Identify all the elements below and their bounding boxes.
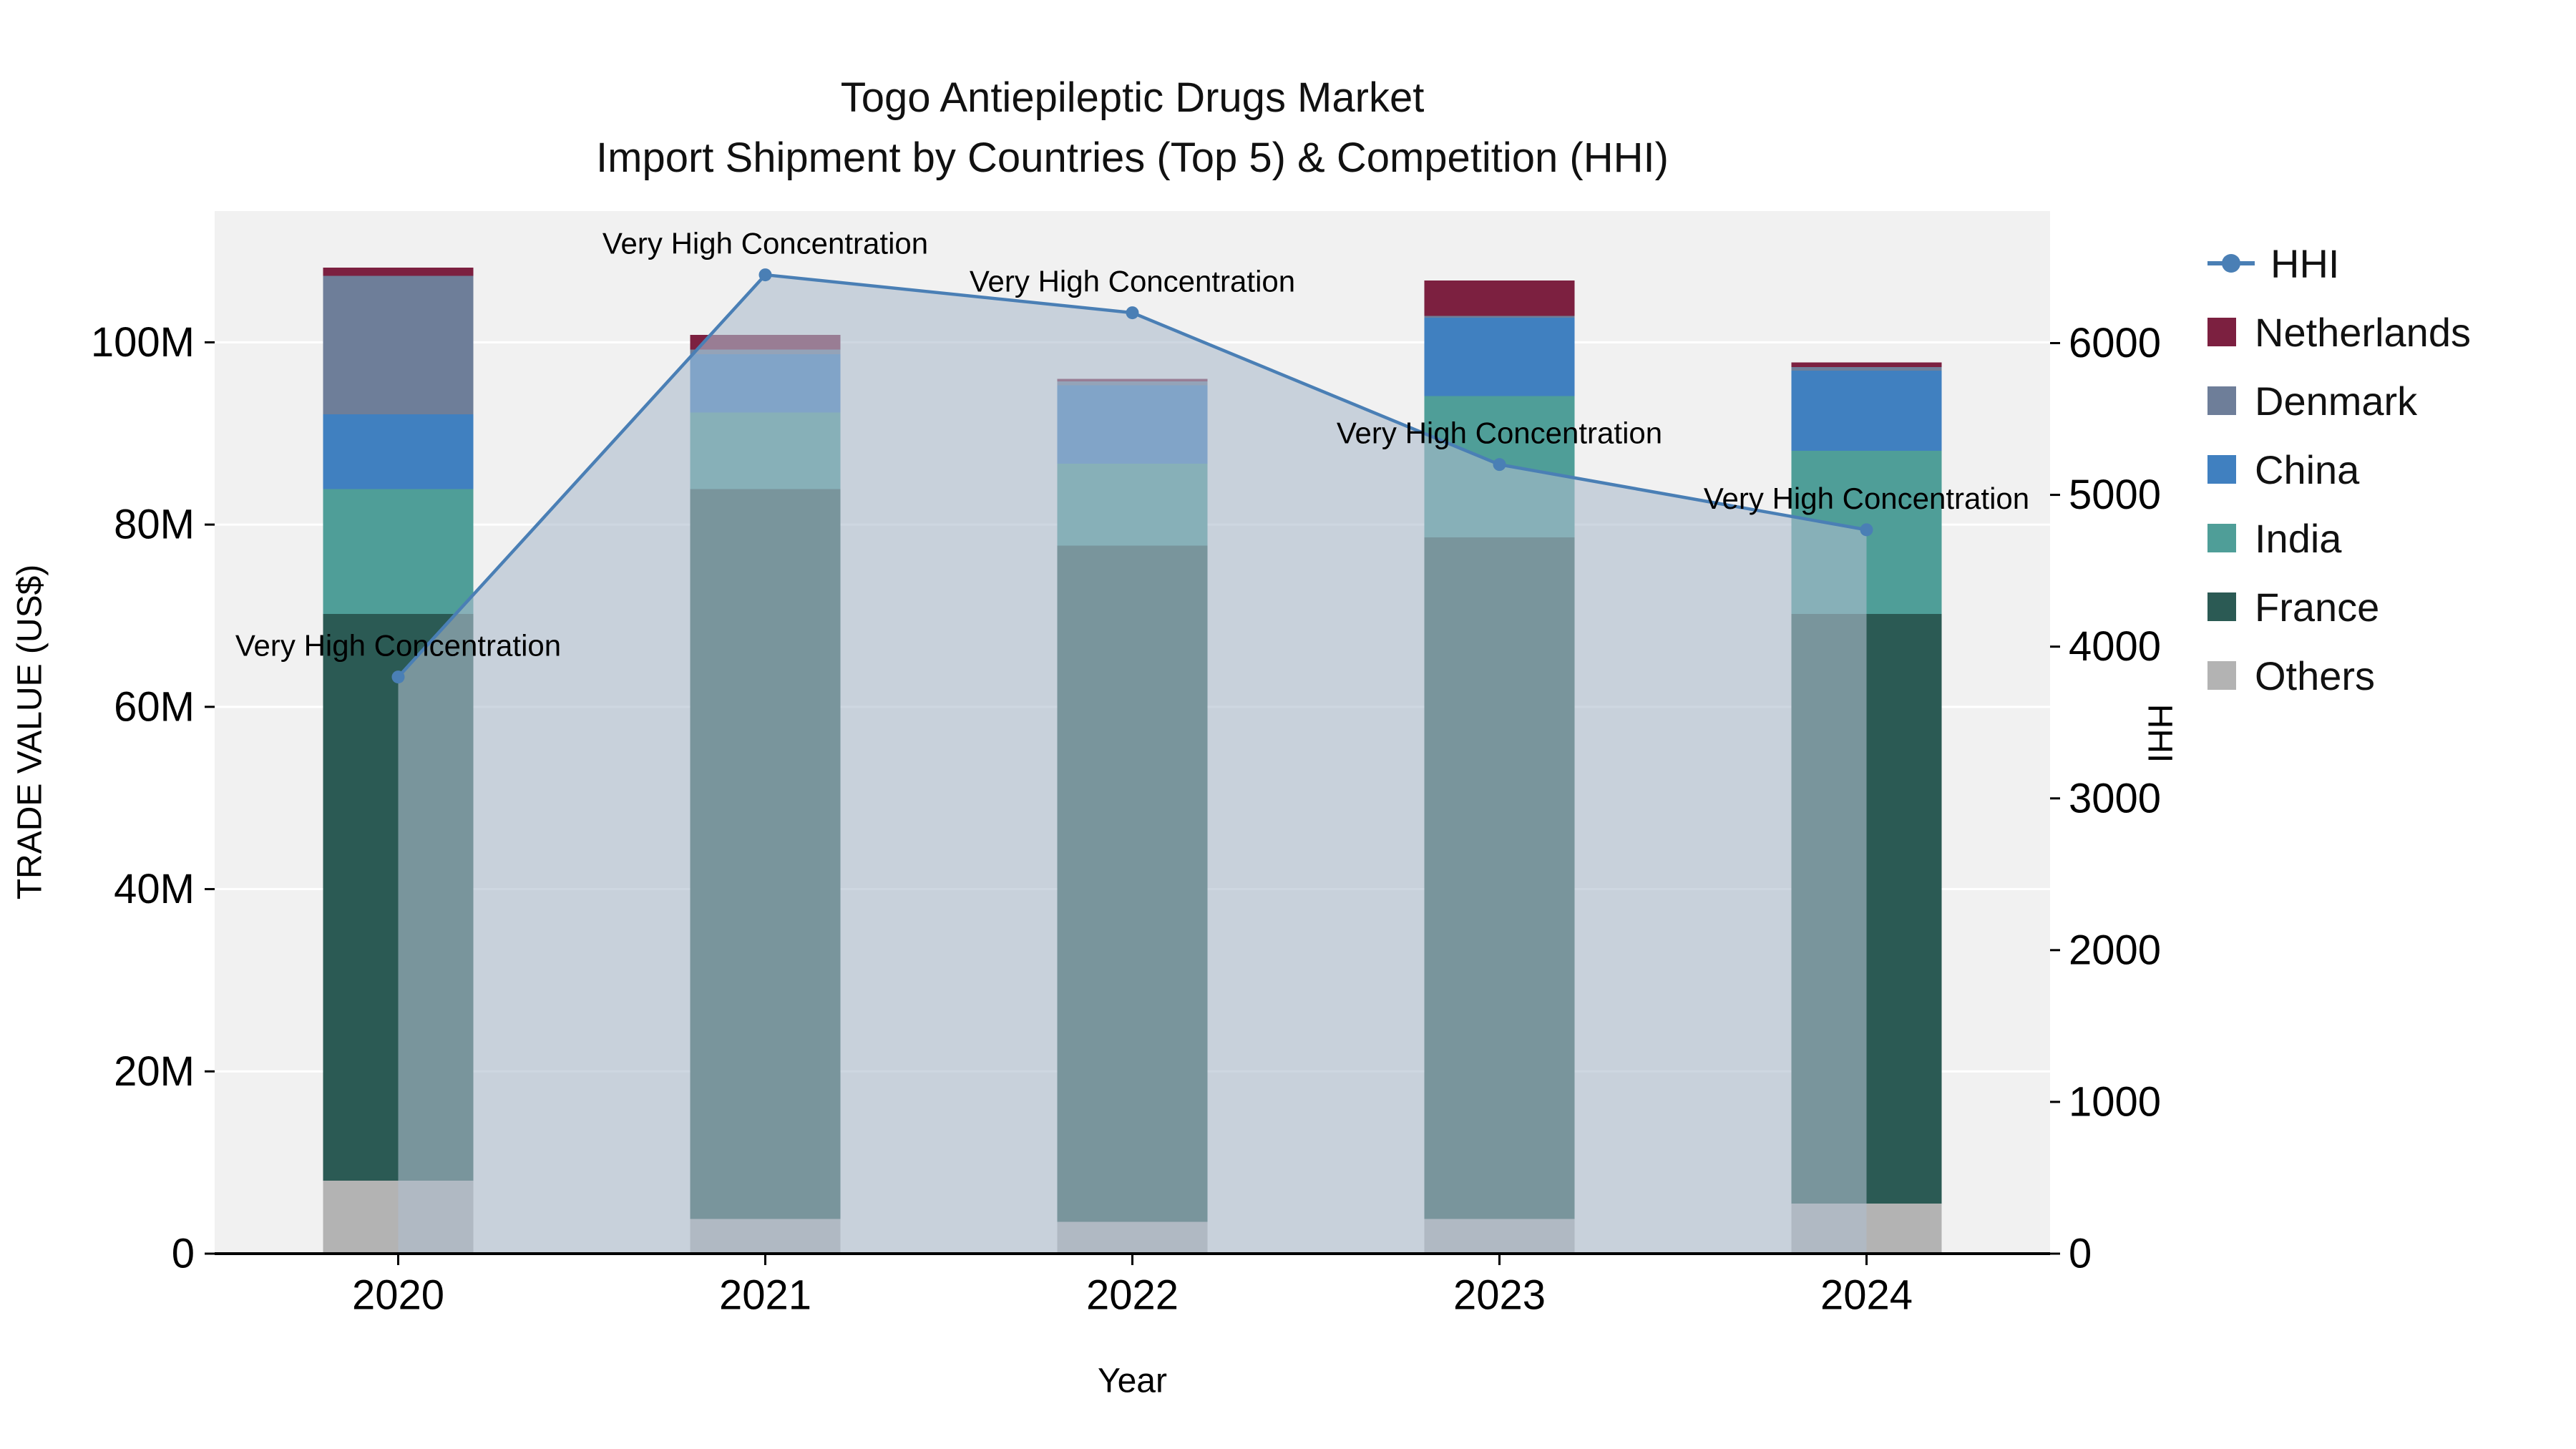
x-tick-label-2020: 2020: [352, 1272, 444, 1319]
legend-label-others: Others: [2255, 653, 2376, 698]
others-swatch-icon: [2207, 661, 2236, 690]
chart-title-line1: Togo Antiepileptic Drugs Market: [840, 74, 1425, 121]
bar-2020-india[interactable]: [323, 489, 474, 614]
y-right-tick-label-4000: 4000: [2069, 623, 2161, 670]
y-left-tick-label-80M: 80M: [114, 502, 195, 548]
x-tick-label-2021: 2021: [719, 1272, 811, 1319]
annotation-2021: Very High Concentration: [602, 227, 928, 260]
bar-2024-denmark[interactable]: [1791, 366, 1942, 371]
netherlands-swatch-icon: [2207, 318, 2236, 346]
y-right-tick-label-2000: 2000: [2069, 927, 2161, 973]
hhi-area-fill: [398, 275, 1867, 1254]
china-swatch-icon: [2207, 455, 2236, 484]
chart-title: Togo Antiepileptic Drugs Market Import S…: [215, 68, 2050, 188]
hhi-point-2020[interactable]: [391, 670, 405, 684]
x-tick-label-2022: 2022: [1086, 1272, 1179, 1319]
y-left-axis-title: TRADE VALUE (US$): [11, 565, 49, 900]
legend-item-india[interactable]: India: [2207, 504, 2471, 572]
legend-label-india: India: [2255, 515, 2342, 561]
denmark-swatch-icon: [2207, 386, 2236, 415]
y-left-tick-label-100M: 100M: [91, 319, 195, 366]
annotation-2023: Very High Concentration: [1337, 416, 1662, 450]
bar-2023-denmark[interactable]: [1424, 316, 1575, 318]
legend-label-france: France: [2255, 584, 2380, 630]
hhi-point-2023[interactable]: [1493, 458, 1506, 472]
hhi-line-swatch-icon: [2207, 249, 2255, 278]
x-axis-title: Year: [1098, 1362, 1167, 1400]
y-left-tick-label-40M: 40M: [114, 866, 195, 912]
legend-item-hhi[interactable]: HHI: [2207, 229, 2471, 298]
y-left-tick-label-20M: 20M: [114, 1048, 195, 1095]
bar-2023-netherlands[interactable]: [1424, 280, 1575, 316]
france-swatch-icon: [2207, 592, 2236, 621]
legend-item-france[interactable]: France: [2207, 572, 2471, 641]
y-right-tick-label-5000: 5000: [2069, 472, 2161, 518]
x-tick-label-2023: 2023: [1453, 1272, 1546, 1319]
y-left-tick-label-60M: 60M: [114, 683, 195, 730]
legend-label-hhi: HHI: [2270, 240, 2340, 286]
india-swatch-icon: [2207, 524, 2236, 552]
bar-2023-china[interactable]: [1424, 318, 1575, 396]
hhi-point-2021[interactable]: [758, 268, 772, 282]
y-right-axis-title: HHI: [2141, 704, 2179, 763]
bar-2020-netherlands[interactable]: [323, 267, 474, 276]
y-right-tick-label-3000: 3000: [2069, 775, 2161, 821]
legend-item-denmark[interactable]: Denmark: [2207, 366, 2471, 435]
legend-label-netherlands: Netherlands: [2255, 309, 2471, 355]
legend-item-netherlands[interactable]: Netherlands: [2207, 298, 2471, 366]
y-right-tick-label-1000: 1000: [2069, 1078, 2161, 1125]
legend-label-china: China: [2255, 447, 2360, 492]
bar-2024-netherlands[interactable]: [1791, 362, 1942, 367]
hhi-point-2024[interactable]: [1860, 523, 1873, 537]
bar-2020-denmark[interactable]: [323, 275, 474, 415]
y-right-tick-label-6000: 6000: [2069, 320, 2161, 366]
legend-label-denmark: Denmark: [2255, 378, 2418, 424]
y-left-tick-label-0: 0: [172, 1231, 195, 1277]
legend-item-others[interactable]: Others: [2207, 641, 2471, 710]
x-tick-label-2024: 2024: [1820, 1272, 1913, 1319]
bar-2024-china[interactable]: [1791, 370, 1942, 451]
legend: HHI Netherlands Denmark China India Fran…: [2207, 229, 2471, 710]
legend-item-china[interactable]: China: [2207, 435, 2471, 504]
chart-title-line2: Import Shipment by Countries (Top 5) & C…: [596, 135, 1669, 182]
annotation-2022: Very High Concentration: [970, 265, 1295, 298]
annotation-2020: Very High Concentration: [235, 629, 561, 663]
bar-2020-china[interactable]: [323, 414, 474, 489]
y-right-tick-label-0: 0: [2069, 1231, 2092, 1277]
annotation-2024: Very High Concentration: [1704, 482, 2029, 515]
hhi-point-2022[interactable]: [1126, 306, 1139, 320]
